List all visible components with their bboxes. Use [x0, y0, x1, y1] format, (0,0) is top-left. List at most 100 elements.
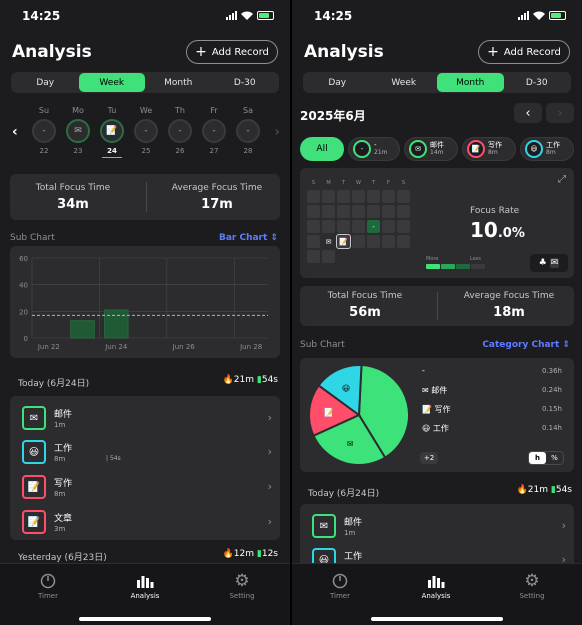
- tab-day[interactable]: Day: [328, 77, 347, 88]
- tab-timer[interactable]: Timer: [18, 572, 78, 600]
- plus-icon: +: [487, 44, 499, 60]
- next-week-chevron-icon[interactable]: ›: [274, 124, 280, 140]
- tab-week[interactable]: Week: [391, 77, 417, 88]
- tab-setting[interactable]: ⚙ Setting: [519, 571, 545, 600]
- day-saturday[interactable]: Sa -28: [234, 106, 262, 155]
- pie-slice-icon: 😃: [342, 384, 350, 393]
- day-monday[interactable]: Mo ✉ 23: [64, 106, 92, 155]
- month-analysis-screen: 14:25 Analysis + Add Record Day Week Mont…: [292, 0, 582, 625]
- filter-all[interactable]: All: [300, 137, 344, 161]
- heatmap-cell[interactable]: [352, 205, 365, 218]
- heatmap-cell[interactable]: [382, 190, 395, 203]
- today-fire-time: 21m: [233, 375, 255, 385]
- day-sunday[interactable]: Su -22: [30, 106, 58, 155]
- category-toggle[interactable]: ♣ ✉: [530, 254, 568, 272]
- day-thursday[interactable]: Th -26: [166, 106, 194, 155]
- unit-percent-button[interactable]: %: [551, 454, 558, 462]
- heatmap-cell[interactable]: [322, 190, 335, 203]
- home-indicator: [79, 617, 211, 621]
- total-focus-value: 34m: [57, 197, 89, 212]
- heatmap-cell[interactable]: [352, 220, 365, 233]
- focus-rate-value: 10: [470, 218, 498, 242]
- smile-icon: 😃: [22, 440, 46, 464]
- heatmap-cell[interactable]: [382, 220, 395, 233]
- heatmap-cell[interactable]: [367, 205, 380, 218]
- add-record-button[interactable]: + Add Record: [186, 40, 278, 64]
- page-title: Analysis: [12, 42, 92, 62]
- list-item[interactable]: ✉ 邮件 1m ›: [300, 512, 574, 542]
- status-bar: 14:25: [292, 9, 582, 25]
- next-month-button[interactable]: ›: [546, 103, 574, 123]
- bar-chart-icon: [137, 576, 154, 588]
- wifi-icon: [533, 11, 545, 20]
- filter-work[interactable]: 😃 工作 8m: [520, 137, 574, 161]
- heatmap-cell[interactable]: -: [367, 220, 380, 233]
- list-item[interactable]: ✉ 邮件 1m ›: [10, 404, 280, 434]
- tab-analysis[interactable]: Analysis: [406, 572, 466, 600]
- heatmap-cell[interactable]: [397, 220, 410, 233]
- tab-month[interactable]: Month: [164, 77, 193, 88]
- heatmap-cell[interactable]: [352, 235, 365, 248]
- heatmap-cell[interactable]: [307, 220, 320, 233]
- add-record-button[interactable]: + Add Record: [478, 40, 570, 64]
- heatmap-cell[interactable]: [307, 190, 320, 203]
- heatmap-cell[interactable]: [337, 220, 350, 233]
- tab-d30[interactable]: D-30: [233, 77, 256, 88]
- prev-week-chevron-icon[interactable]: ‹: [12, 124, 18, 140]
- heatmap-cell[interactable]: [397, 205, 410, 218]
- prev-month-button[interactable]: ‹: [514, 103, 542, 123]
- tab-timer[interactable]: Timer: [310, 572, 370, 600]
- tab-month[interactable]: Month: [437, 73, 504, 92]
- list-item[interactable]: 📝 写作 8m ›: [10, 473, 280, 503]
- expand-icon[interactable]: ⤢: [558, 174, 566, 185]
- heatmap-cell[interactable]: [382, 205, 395, 218]
- tab-analysis[interactable]: Analysis: [115, 572, 175, 600]
- yesterday-battery-time: 12s: [261, 549, 278, 559]
- heatmap-cell[interactable]: [307, 250, 320, 263]
- pie-slice-icon: 📝: [324, 407, 334, 417]
- day-friday[interactable]: Fr -27: [200, 106, 228, 155]
- unit-hours-button[interactable]: h: [529, 452, 546, 464]
- heatmap-cell[interactable]: [322, 220, 335, 233]
- filter-writing[interactable]: 📝 写作 8m: [462, 137, 516, 161]
- chart-type-selector[interactable]: Category Chart ⇕: [482, 340, 570, 350]
- heatmap-cell[interactable]: [307, 235, 320, 248]
- day-wednesday[interactable]: We -25: [132, 106, 160, 155]
- filter-mail[interactable]: ✉ 邮件 14m: [404, 137, 458, 161]
- focus-stats-card: Total Focus Time 56m Average Focus Time 18…: [300, 286, 574, 326]
- heatmap-cell[interactable]: ✉: [322, 235, 335, 248]
- heatmap-cell[interactable]: [322, 250, 335, 263]
- period-segmented-control: Day Week Month D-30: [303, 72, 571, 93]
- sub-chart-label: Sub Chart: [300, 340, 345, 350]
- heatmap-cell[interactable]: [307, 205, 320, 218]
- chart-type-selector[interactable]: Bar Chart ⇕: [218, 233, 278, 243]
- mail-icon: ✉: [22, 406, 46, 430]
- day-tuesday[interactable]: Tu 📝 24: [98, 106, 126, 158]
- x-tick-label: Jun 28: [239, 343, 262, 351]
- heatmap-cell[interactable]: [397, 235, 410, 248]
- more-categories-badge[interactable]: +2: [420, 452, 438, 464]
- week-strip: ‹ Su -22 Mo ✉ 23 Tu 📝 24 We -25 Th -26 Fr -27 Sa…: [10, 106, 280, 164]
- tab-day[interactable]: Day: [36, 77, 55, 88]
- tab-setting[interactable]: ⚙ Setting: [229, 571, 255, 600]
- smile-icon: 😃: [525, 140, 543, 158]
- tab-week[interactable]: Week: [78, 73, 145, 92]
- heatmap-cell[interactable]: [322, 205, 335, 218]
- heatmap-cell[interactable]: [397, 190, 410, 203]
- heatmap-cell[interactable]: [367, 190, 380, 203]
- page-title: Analysis: [304, 42, 384, 62]
- heatmap-cell[interactable]: [367, 235, 380, 248]
- filter-dash[interactable]: - -21m: [348, 137, 400, 161]
- heatmap-cell[interactable]: 📝: [336, 234, 351, 249]
- status-time: 14:25: [314, 9, 353, 23]
- heatmap-cell[interactable]: [337, 190, 350, 203]
- heatmap-cell[interactable]: [337, 205, 350, 218]
- heatmap-cell[interactable]: [382, 235, 395, 248]
- focus-rate-unit: .0%: [497, 226, 525, 241]
- period-segmented-control: Day Week Month D-30: [11, 72, 279, 93]
- category-pie-card: ✉ 📝 😃 - 0.36h ✉ 邮件 0.24h 📝 写作 0.15h 😃 工作 0…: [300, 358, 574, 472]
- heatmap-cell[interactable]: [352, 190, 365, 203]
- list-item[interactable]: 😃 工作 8m | 54s ›: [10, 438, 280, 468]
- list-item[interactable]: 📝 文章 3m ›: [10, 508, 280, 538]
- tab-d30[interactable]: D-30: [525, 77, 548, 88]
